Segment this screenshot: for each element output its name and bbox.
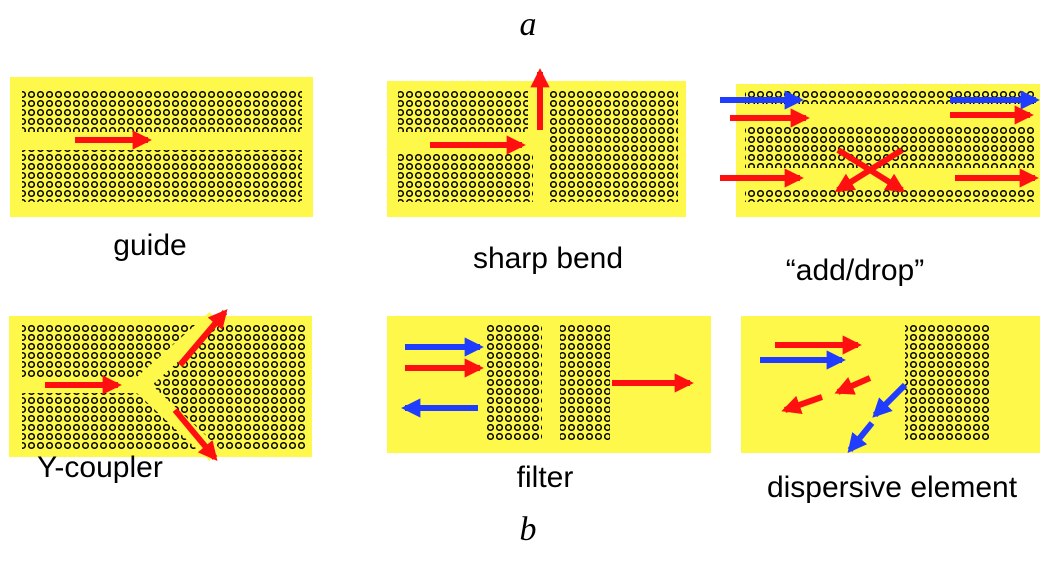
panel-label: sharp bend (473, 242, 623, 275)
panel: dispersive element (741, 316, 1040, 504)
photonic-crystal (745, 126, 1035, 168)
figure-label: b (520, 511, 537, 548)
photonic-crystal (560, 325, 610, 440)
photonic-crystal (398, 90, 528, 132)
figure: a b guide sharp bend “add/drop” Y-coupler fi… (0, 0, 1057, 561)
panel-label: filter (517, 461, 574, 494)
panel-label: “add/drop” (786, 254, 924, 287)
page: a b guide sharp bend “add/drop” Y-coupler fi… (0, 0, 1057, 561)
panel: guide (10, 77, 313, 262)
photonic-crystal (22, 150, 302, 202)
photonic-crystal (548, 90, 678, 202)
panel-label: Y-coupler (37, 451, 163, 484)
panel: sharp bend (387, 72, 686, 275)
photonic-crystal (905, 325, 990, 440)
photonic-crystal (22, 90, 302, 132)
photonic-crystal (398, 152, 533, 202)
panel: Y-coupler (9, 312, 312, 484)
panel-label: dispersive element (767, 471, 1018, 504)
photonic-crystal (745, 188, 1035, 202)
photonic-crystal (487, 325, 542, 440)
panel-label: guide (113, 229, 186, 262)
figure-label: a (520, 6, 537, 43)
panel: filter (387, 316, 711, 494)
panel-background (741, 316, 1040, 453)
panel: “add/drop” (720, 84, 1040, 287)
